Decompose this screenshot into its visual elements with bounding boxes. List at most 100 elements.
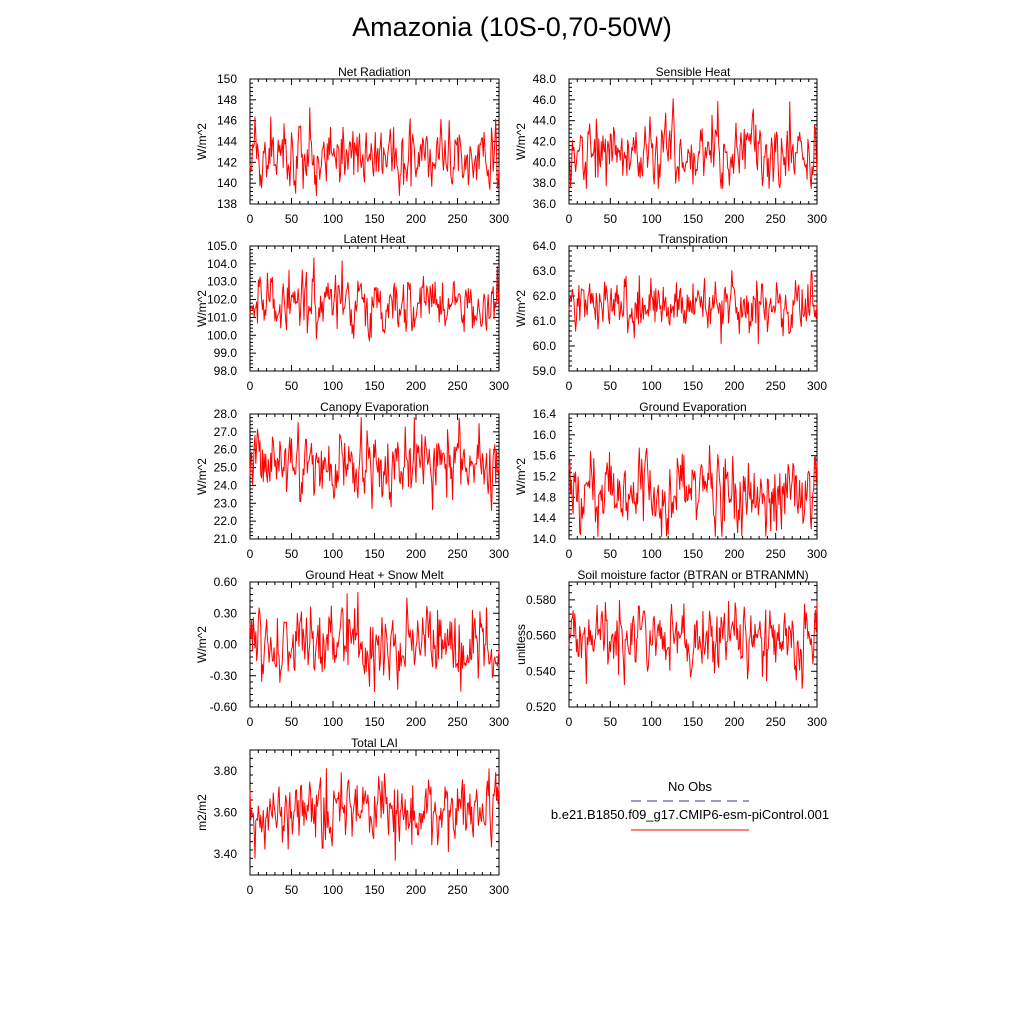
x-tick-label: 100	[323, 379, 343, 393]
x-tick-label: 0	[566, 212, 573, 226]
chart-net_radiation: Net Radiation W/m^2 0 50 100 150 200 250 300 138 1…	[195, 65, 509, 226]
series-line	[249, 257, 500, 342]
y-axis-label: W/m^2	[195, 123, 209, 160]
x-tick-label: 0	[247, 379, 254, 393]
x-tick-label: 200	[724, 212, 744, 226]
y-tick-label: 140	[217, 176, 237, 190]
chart-total_lai: Total LAI m2/m2 0 50 100 150 200 250 300 3.40 3.60…	[195, 736, 509, 897]
y-tick-label: 48.0	[533, 72, 557, 86]
y-tick-label: 3.40	[214, 847, 238, 861]
y-tick-label: 44.0	[533, 114, 557, 128]
x-tick-label: 50	[285, 715, 299, 729]
y-tick-label: 144	[217, 135, 237, 149]
y-tick-label: 0.60	[214, 575, 238, 589]
y-tick-label: 101.0	[207, 310, 237, 324]
x-tick-label: 250	[447, 883, 467, 897]
y-tick-label: 14.0	[533, 532, 557, 546]
y-axis-label: W/m^2	[195, 290, 209, 327]
chart-title: Ground Evaporation	[639, 400, 746, 414]
series-line	[249, 768, 500, 861]
y-tick-label: 64.0	[533, 239, 557, 253]
y-axis-label: W/m^2	[514, 123, 528, 160]
x-tick-label: 50	[285, 379, 299, 393]
x-tick-label: 150	[364, 547, 384, 561]
y-tick-label: 63.0	[533, 264, 557, 278]
y-tick-label: 15.2	[533, 470, 557, 484]
x-tick-label: 0	[247, 883, 254, 897]
x-tick-label: 200	[724, 547, 744, 561]
x-tick-label: 50	[604, 547, 618, 561]
y-tick-label: 15.6	[533, 449, 557, 463]
x-tick-label: 300	[807, 212, 827, 226]
y-tick-label: 26.0	[214, 443, 238, 457]
x-tick-label: 200	[724, 715, 744, 729]
y-axis-label: W/m^2	[514, 290, 528, 327]
x-tick-label: 200	[406, 883, 426, 897]
x-tick-label: 0	[247, 212, 254, 226]
y-tick-label: 62.0	[533, 289, 557, 303]
x-tick-label: 0	[566, 547, 573, 561]
x-tick-label: 150	[364, 715, 384, 729]
y-tick-label: 46.0	[533, 93, 557, 107]
y-tick-label: 36.0	[533, 197, 557, 211]
x-tick-label: 200	[406, 379, 426, 393]
series-line	[568, 270, 818, 344]
x-tick-label: 50	[604, 379, 618, 393]
y-tick-label: 40.0	[533, 155, 557, 169]
y-tick-label: 61.0	[533, 314, 557, 328]
y-tick-label: 138	[217, 197, 237, 211]
chart-title: Net Radiation	[338, 65, 411, 79]
x-tick-label: 50	[285, 212, 299, 226]
y-tick-label: 22.0	[214, 514, 238, 528]
chart-transpiration: Transpiration W/m^2 0 50 100 150 200 250 300 59.0…	[514, 232, 827, 393]
x-tick-label: 300	[489, 883, 509, 897]
y-tick-label: 103.0	[207, 275, 237, 289]
y-tick-label: 25.0	[214, 461, 238, 475]
series-line	[249, 417, 500, 511]
y-tick-label: 28.0	[214, 407, 238, 421]
x-tick-label: 150	[364, 883, 384, 897]
y-tick-label: 0.580	[526, 593, 556, 607]
x-tick-label: 150	[683, 547, 703, 561]
x-tick-label: 0	[566, 715, 573, 729]
y-tick-label: 3.80	[214, 764, 238, 778]
y-tick-label: 14.4	[533, 511, 557, 525]
y-tick-label: 38.0	[533, 176, 557, 190]
x-tick-label: 0	[247, 715, 254, 729]
chart-canopy_evaporation: Canopy Evaporation W/m^2 0 50 100 150 200 250 30…	[195, 400, 509, 561]
x-tick-label: 50	[604, 715, 618, 729]
y-tick-label: 42.0	[533, 135, 557, 149]
y-tick-label: 102.0	[207, 293, 237, 307]
y-axis-label: W/m^2	[195, 458, 209, 495]
series-line	[249, 591, 500, 692]
chart-title: Transpiration	[658, 232, 728, 246]
y-tick-label: 105.0	[207, 239, 237, 253]
x-tick-label: 150	[364, 379, 384, 393]
x-tick-label: 250	[766, 212, 786, 226]
y-axis-label: unitless	[514, 624, 528, 665]
chart-ground_evaporation: Ground Evaporation W/m^2 0 50 100 150 200 250 30…	[514, 400, 827, 561]
chart-title: Latent Heat	[343, 232, 406, 246]
y-tick-label: 100.0	[207, 328, 237, 342]
x-tick-label: 100	[323, 715, 343, 729]
x-tick-label: 300	[807, 379, 827, 393]
chart-latent_heat: Latent Heat W/m^2 0 50 100 150 200 250 300 98.0 99…	[195, 232, 509, 393]
y-tick-label: 16.4	[533, 407, 557, 421]
y-tick-label: 23.0	[214, 496, 238, 510]
y-tick-label: -0.60	[210, 700, 238, 714]
y-tick-label: 99.0	[214, 346, 238, 360]
x-tick-label: 50	[285, 547, 299, 561]
x-tick-label: 100	[323, 547, 343, 561]
x-tick-label: 150	[683, 212, 703, 226]
y-tick-label: 104.0	[207, 257, 237, 271]
y-tick-label: 16.0	[533, 428, 557, 442]
y-tick-label: 150	[217, 72, 237, 86]
x-tick-label: 250	[766, 379, 786, 393]
x-tick-label: 250	[447, 547, 467, 561]
y-axis-label: m2/m2	[195, 794, 209, 831]
chart-title: Soil moisture factor (BTRAN or BTRANMN)	[577, 568, 808, 582]
y-tick-label: 146	[217, 114, 237, 128]
x-tick-label: 300	[489, 547, 509, 561]
x-tick-label: 200	[406, 212, 426, 226]
